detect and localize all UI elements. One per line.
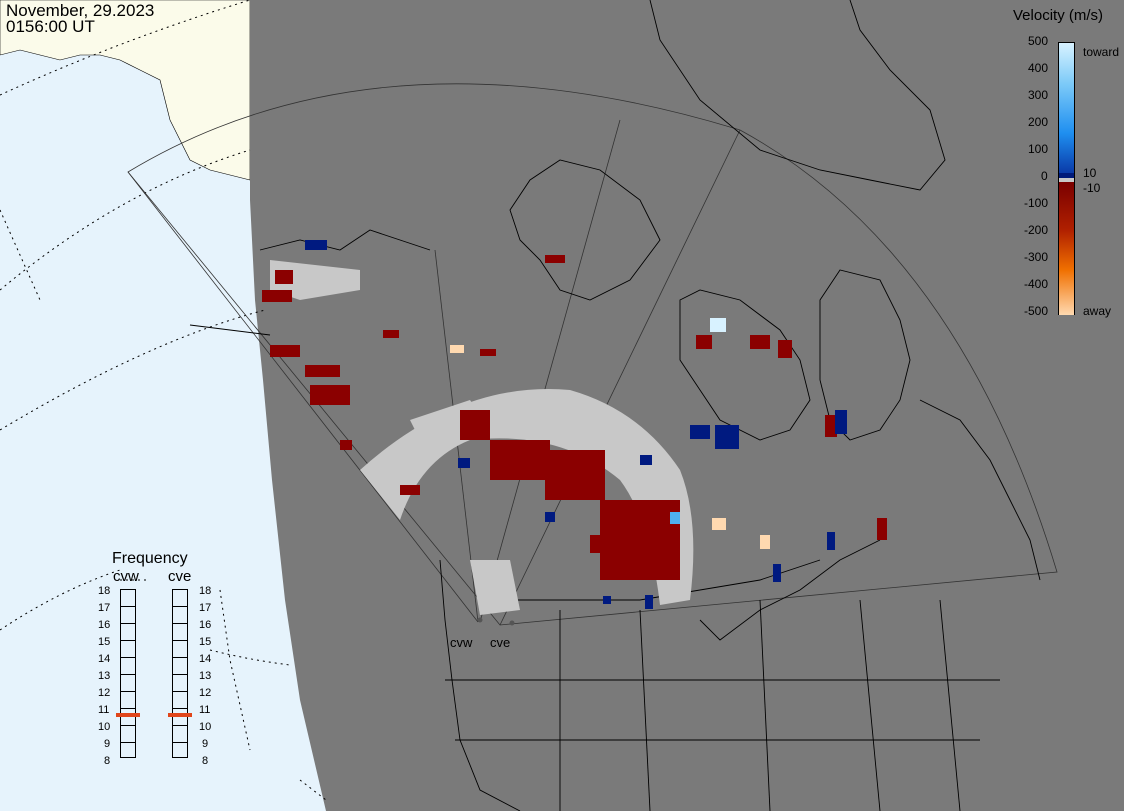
velocity-tick-300: 300 [1028, 88, 1049, 102]
alaska-daylight-land [0, 0, 251, 181]
radar-field-of-view [127, 83, 1058, 626]
freq-tick-left-8: 8 [104, 755, 111, 767]
freq-tick-left-11: 11 [98, 704, 110, 716]
freq-tick-left-9: 9 [104, 738, 111, 750]
freq-tick-left-13: 13 [98, 670, 111, 682]
velocity-tick-minus500: -500 [1024, 304, 1049, 318]
velocity-tick-minus300: -300 [1024, 250, 1049, 264]
velocity-toward-label: toward [1083, 45, 1120, 59]
map-radar-label-cve: cve [490, 635, 511, 650]
graticule-lines [0, 0, 327, 801]
freq-tick-right-11: 11 [199, 704, 211, 716]
freq-tick-left-17: 17 [98, 602, 111, 614]
frequency-title: Frequency [112, 550, 188, 567]
freq-tick-right-18: 18 [199, 585, 212, 597]
freq-tick-right-16: 16 [199, 619, 212, 631]
freq-tick-right-10: 10 [199, 721, 212, 733]
freq-tick-right-15: 15 [199, 636, 212, 648]
freq-tick-left-15: 15 [98, 636, 111, 648]
velocity-tick-200: 200 [1028, 115, 1049, 129]
frequency-marker-cve [168, 713, 192, 717]
velocity-minus-threshold: -10 [1083, 181, 1101, 195]
coastlines [189, 0, 1041, 811]
freq-tick-left-18: 18 [98, 585, 111, 597]
date-label: November, 29.2023 [6, 1, 155, 20]
velocity-tick-500: 500 [1028, 34, 1049, 48]
velocity-colorbar [1058, 42, 1075, 315]
radar-site-cve [509, 620, 515, 626]
map-radar-label-cvw: cvw [450, 635, 473, 650]
velocity-tick-0: 0 [1041, 169, 1048, 183]
velocity-legend-title: Velocity (m/s) [1013, 7, 1104, 24]
freq-tick-left-10: 10 [98, 721, 111, 733]
freq-tick-right-9: 9 [202, 738, 209, 750]
high-velocity-cells [450, 318, 770, 549]
freq-tick-left-12: 12 [98, 687, 111, 699]
radar-site-cvw [477, 617, 483, 623]
freq-tick-right-17: 17 [199, 602, 212, 614]
velocity-plus-threshold: 10 [1083, 166, 1097, 180]
frequency-bar-cvw [120, 589, 136, 758]
velocity-away-label: away [1083, 304, 1112, 318]
freq-tick-right-13: 13 [199, 670, 212, 682]
velocity-tick-400: 400 [1028, 61, 1049, 75]
velocity-tick-minus200: -200 [1024, 223, 1049, 237]
time-label: 0156:00 UT [6, 17, 95, 36]
toward-velocity-cells [305, 240, 847, 609]
frequency-bar-cve [172, 589, 188, 758]
velocity-tick-100: 100 [1028, 142, 1049, 156]
velocity-tick-minus100: -100 [1024, 196, 1049, 210]
freq-tick-left-14: 14 [98, 653, 111, 665]
frequency-marker-cvw [116, 713, 140, 717]
freq-tick-right-8: 8 [202, 755, 209, 767]
night-shade-region [250, 0, 1124, 811]
freq-tick-left-16: 16 [98, 619, 111, 631]
velocity-tick-minus400: -400 [1024, 277, 1049, 291]
frequency-radar-name-cve: cve [168, 568, 192, 585]
freq-tick-right-14: 14 [199, 653, 212, 665]
frequency-radar-name-cvw: cvw [113, 568, 139, 585]
freq-tick-right-12: 12 [199, 687, 212, 699]
away-velocity-cells [262, 255, 887, 580]
